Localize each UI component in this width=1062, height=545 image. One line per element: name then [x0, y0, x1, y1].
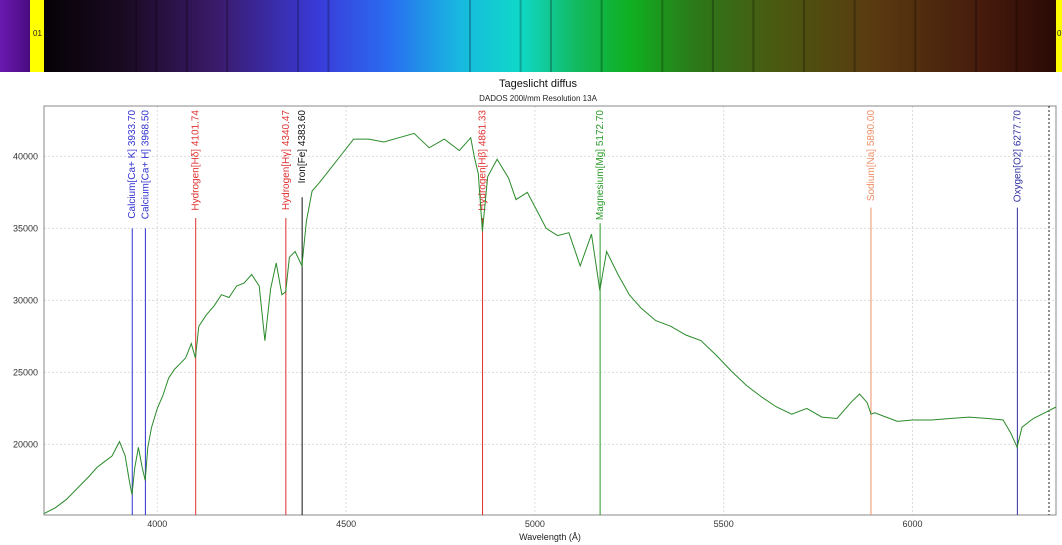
element-marker-label: Magnesium[Mg] 5172.70 — [595, 110, 606, 221]
spectrum-absorption-line — [711, 0, 714, 72]
spectrum-right-marker — [1056, 0, 1062, 72]
chart-subtitle: DADOS 200l/mm Resolution 13A — [479, 94, 597, 103]
chart-grid — [44, 106, 1056, 515]
spectrum-absorption-line — [661, 0, 664, 72]
y-axis-ticks: 20000 25000 30000 35000 40000 — [13, 151, 38, 449]
y-tick-label: 20000 — [13, 439, 38, 449]
x-axis-ticks: 4000 4500 5000 5500 6000 — [147, 519, 922, 529]
spectrum-right-label: 0 — [1057, 29, 1062, 38]
spectrum-absorption-line — [600, 0, 603, 72]
x-tick-label: 5500 — [714, 519, 734, 529]
y-tick-label: 40000 — [13, 151, 38, 161]
element-marker-label: Hydrogen[Hβ] 4861.33 — [478, 110, 489, 211]
element-marker-label: Oxygen[O2] 6277.70 — [1012, 110, 1023, 203]
spectrum-absorption-line — [469, 0, 471, 72]
spectrum-absorption-line — [185, 0, 188, 72]
spectrum-absorption-line — [853, 0, 856, 72]
spectrum-absorption-line — [550, 0, 552, 72]
y-tick-label: 35000 — [13, 223, 38, 233]
spectrum-left-label: 01 — [33, 29, 42, 38]
x-axis-title: Wavelength (Å) — [519, 532, 581, 542]
element-marker-label: Calcium[Ca+ H] 3968.50 — [140, 110, 151, 220]
element-marker-label: Calcium[Ca+ K] 3933.70 — [127, 110, 138, 219]
chart-title: Tageslicht diffus — [499, 78, 578, 90]
spectrum-absorption-line — [914, 0, 917, 72]
spectrum-absorption-line — [975, 0, 977, 72]
spectrum-series-line — [43, 132, 1057, 515]
spectrum-absorption-line — [297, 0, 299, 72]
element-marker-label: Sodium[Na] 5890.00 — [866, 110, 877, 202]
x-tick-label: 4500 — [336, 519, 356, 529]
element-markers: Calcium[Ca+ K] 3933.70 Calcium[Ca+ H] 396… — [127, 110, 1023, 515]
element-marker-label: Iron[Fe] 4383.60 — [297, 110, 308, 184]
element-marker-label: Hydrogen[Hδ] 4101.74 — [191, 110, 202, 211]
spectrum-chart: Tageslicht diffus DADOS 200l/mm Resoluti… — [13, 78, 1057, 542]
spectrum-absorption-line — [803, 0, 805, 72]
spectrum-band — [44, 0, 1056, 72]
spectrum-absorption-line — [155, 0, 158, 72]
spectrum-absorption-line — [226, 0, 229, 72]
element-marker-label: Hydrogen[Hγ] 4340.47 — [281, 110, 292, 211]
spectrum-absorption-line — [752, 0, 755, 72]
spectrum-left-marker — [30, 0, 44, 72]
spectrum-absorption-line — [327, 0, 330, 72]
spectrum-absorption-line — [519, 0, 522, 72]
plot-frame — [43, 105, 1057, 516]
y-tick-label: 30000 — [13, 295, 38, 305]
spectrum-strip: 01 0 — [0, 0, 1062, 72]
y-tick-label: 25000 — [13, 367, 38, 377]
x-tick-label: 6000 — [902, 519, 922, 529]
spectrum-absorption-lines — [135, 0, 1018, 72]
spectrum-absorption-line — [135, 0, 138, 72]
x-tick-label: 4000 — [147, 519, 167, 529]
spectrum-left-purple — [0, 0, 30, 72]
spectrum-absorption-line — [1015, 0, 1018, 72]
x-tick-label: 5000 — [525, 519, 545, 529]
